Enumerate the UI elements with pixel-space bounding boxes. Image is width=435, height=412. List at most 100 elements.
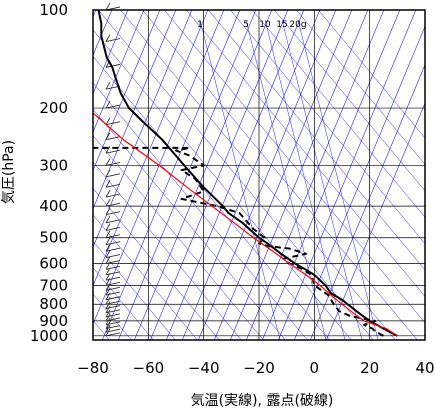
wind-barb <box>105 325 121 333</box>
dry-adiabat-line <box>93 188 220 340</box>
mixing-ratio-label: 1 <box>197 20 203 30</box>
wind-barb <box>105 305 121 314</box>
adiabat-line <box>294 25 425 340</box>
dry-adiabat-line <box>230 10 425 244</box>
y-axis-title: 気圧(hPa) <box>1 140 17 204</box>
wind-barb <box>105 100 121 109</box>
dry-adiabat-line <box>142 10 418 340</box>
parcel-line <box>93 112 398 337</box>
temperature-line <box>97 10 398 337</box>
wind-barb <box>105 297 121 305</box>
pressure-gridlines <box>93 10 425 340</box>
dry-adiabat-line <box>208 10 425 271</box>
mixing-ratio-line <box>264 19 346 340</box>
background-adiabat-lines <box>93 10 425 340</box>
dry-adiabat-line <box>93 82 308 340</box>
wind-barb <box>105 301 121 310</box>
dewpoint-line <box>93 146 384 337</box>
wind-barb <box>105 215 121 224</box>
x-tick-label: −40 <box>188 359 220 377</box>
wind-barb <box>105 34 121 43</box>
dry-adiabat-line <box>93 240 176 340</box>
adiabat-line <box>118 10 257 340</box>
adiabat-line <box>93 10 177 210</box>
wind-barb <box>105 328 121 337</box>
y-tick-label: 200 <box>39 99 68 117</box>
wind-barb <box>105 256 121 264</box>
wind-barb <box>105 237 121 246</box>
mixing-ratio-label: 10 <box>259 20 271 30</box>
adiabat-line <box>310 64 425 340</box>
wind-barb <box>105 243 121 252</box>
wind-barb <box>105 145 121 154</box>
dry-adiabat-line <box>274 10 425 192</box>
dry-adiabat-line <box>120 10 396 340</box>
wind-barb <box>105 207 121 216</box>
wind-barb <box>105 180 121 188</box>
wind-barb <box>105 198 121 207</box>
wind-barb <box>105 189 121 198</box>
x-tick-label: −20 <box>243 359 275 377</box>
adiabat-line <box>246 10 385 340</box>
dry-adiabat-line <box>296 10 425 165</box>
adiabat-line <box>93 10 161 172</box>
y-tick-label: 900 <box>39 312 68 330</box>
adiabat-line <box>262 10 401 340</box>
adiabat-line <box>326 102 425 340</box>
series-layer <box>93 10 398 337</box>
adiabat-line <box>198 10 337 340</box>
wind-barbs <box>105 2 121 337</box>
x-axis-title: 気温(実線), 露点(破線) <box>191 393 334 409</box>
wind-barb <box>105 283 121 291</box>
x-tick-label: −80 <box>77 359 109 377</box>
x-axis-ticks: −80 −60 −40 −20 0 20 40 <box>77 359 434 377</box>
y-tick-label: 800 <box>39 295 68 313</box>
x-tick-label: 20 <box>360 359 379 377</box>
y-tick-label: 700 <box>39 276 68 294</box>
wind-barb <box>105 317 121 326</box>
mixing-ratio-label: 15 <box>276 20 287 30</box>
adiabat-line <box>278 10 417 340</box>
adiabat-line <box>230 10 369 340</box>
wind-barb <box>105 262 121 270</box>
adiabat-line <box>134 10 273 340</box>
y-tick-label: 600 <box>39 255 68 273</box>
dry-adiabat-line <box>93 135 264 340</box>
dry-adiabat-line <box>93 108 286 340</box>
adiabat-line <box>93 10 193 248</box>
dry-adiabat-line <box>186 10 425 297</box>
wind-barb <box>105 2 121 11</box>
y-tick-label: 100 <box>39 1 68 19</box>
wind-barb <box>105 292 121 301</box>
y-tick-label: 300 <box>39 156 68 174</box>
mixing-ratio-line <box>281 19 363 340</box>
wind-barb <box>105 250 121 258</box>
wind-barb <box>105 313 121 322</box>
x-tick-label: 40 <box>415 359 434 377</box>
adiabat-line <box>93 10 129 95</box>
y-tick-label: 400 <box>39 197 68 215</box>
adiabat-line <box>166 10 305 340</box>
wind-barb <box>105 230 121 239</box>
mixing-ratio-label: 5 <box>243 20 249 30</box>
dry-adiabat-line <box>318 10 425 139</box>
x-tick-label: 0 <box>310 359 320 377</box>
mixing-ratio-label: 20g <box>289 20 306 30</box>
adiabat-line <box>93 10 145 133</box>
dry-adiabat-line <box>252 10 425 218</box>
adiabat-line <box>93 10 225 325</box>
y-tick-label: 1000 <box>30 327 68 345</box>
wind-barb <box>105 321 121 329</box>
x-tick-label: −60 <box>133 359 165 377</box>
dry-adiabat-line <box>93 293 132 340</box>
wind-barb <box>105 117 121 126</box>
y-tick-label: 500 <box>39 229 68 247</box>
adiabat-line <box>182 10 321 340</box>
adiabat-line <box>214 10 353 340</box>
adiabat-line <box>150 10 289 340</box>
dry-adiabat-line <box>93 267 154 340</box>
dry-adiabat-line <box>93 29 352 340</box>
dry-adiabat-line <box>93 214 198 340</box>
